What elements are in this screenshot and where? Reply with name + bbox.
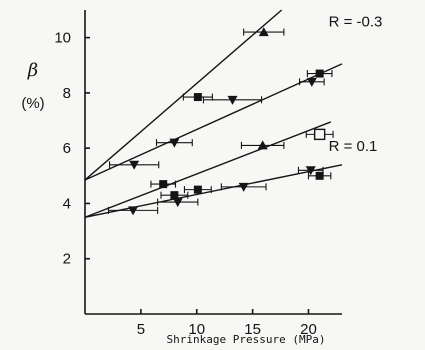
y-tick-label: 4 <box>63 195 71 212</box>
triangle-down-marker <box>129 160 140 170</box>
square-marker <box>193 185 202 194</box>
x-axis-label: Shrinkage Pressure (MPa) <box>167 333 326 346</box>
triangle-down-marker <box>169 138 180 148</box>
triangle-down-marker <box>128 206 139 216</box>
data-points <box>128 27 326 216</box>
x-tick-label: 5 <box>137 321 145 338</box>
y-tick-label: 2 <box>63 251 71 268</box>
y-tick-label: 10 <box>54 30 71 47</box>
fit-line <box>84 63 343 181</box>
error-bars <box>107 28 334 214</box>
r-annotation: R = 0.1 <box>329 138 378 155</box>
y-ticks: 2 4 6 8 10 <box>54 30 90 268</box>
y-axis-unit: (%) <box>21 95 44 112</box>
fit-line <box>84 121 332 218</box>
triangle-down-marker <box>306 77 317 87</box>
square-marker <box>193 93 202 102</box>
open-square-marker <box>313 128 326 141</box>
x-tick-label: 15 <box>244 321 261 338</box>
triangle-up-marker <box>258 27 269 37</box>
square-marker <box>315 69 324 78</box>
triangle-down-marker <box>305 166 316 176</box>
x-tick-label: 20 <box>300 321 317 338</box>
r-annotation: R = -0.3 <box>329 14 383 31</box>
fit-lines <box>84 9 343 218</box>
x-tick-label: 10 <box>188 321 205 338</box>
annotations: R = -0.3 R = 0.1 <box>329 14 383 155</box>
square-marker <box>170 191 179 200</box>
y-tick-label: 8 <box>63 85 71 102</box>
triangle-up-marker <box>257 140 268 150</box>
y-tick-label: 6 <box>63 140 71 157</box>
y-axis-label: β <box>27 60 38 81</box>
fit-line <box>84 164 343 218</box>
x-ticks: 5 10 15 20 <box>137 309 317 338</box>
triangle-down-marker <box>227 95 238 105</box>
triangle-down-marker <box>238 182 249 192</box>
square-marker <box>159 180 168 189</box>
triangle-down-marker <box>172 198 183 208</box>
square-marker <box>315 171 324 180</box>
